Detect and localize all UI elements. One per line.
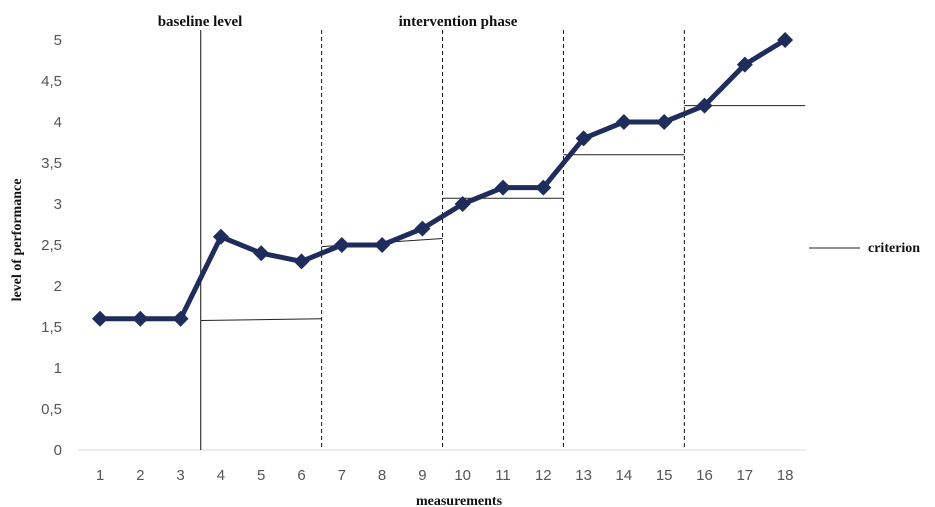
x-tick-label: 15 <box>656 467 673 484</box>
criterion-lines <box>200 105 806 321</box>
y-axis-title: level of performance <box>10 179 25 302</box>
x-tick-label: 7 <box>338 467 346 484</box>
x-axis-title: measurements <box>416 494 503 507</box>
y-tick-label: 4,5 <box>41 73 62 90</box>
data-point <box>333 237 350 253</box>
x-tick-label: 4 <box>217 467 225 484</box>
x-tick-label: 9 <box>418 467 426 484</box>
data-point <box>132 310 149 327</box>
data-point <box>696 97 713 114</box>
data-point <box>212 228 229 245</box>
series-group <box>92 32 794 327</box>
data-point <box>575 130 592 147</box>
data-point <box>495 179 511 196</box>
y-axis-ticks: 0 0,5 1 1,5 2 2,5 3 3,5 4 4,5 5 <box>41 32 62 459</box>
y-tick-label: 1,5 <box>41 319 62 336</box>
y-tick-label: 3,5 <box>41 155 62 172</box>
series-line <box>97 37 788 322</box>
x-tick-label: 8 <box>378 467 386 484</box>
x-tick-label: 5 <box>257 467 265 484</box>
x-tick-label: 6 <box>297 467 305 484</box>
data-point <box>374 237 391 253</box>
phase-label-baseline: baseline level <box>158 14 243 30</box>
data-point <box>535 179 552 196</box>
y-tick-label: 2,5 <box>41 237 62 254</box>
x-tick-label: 3 <box>176 467 184 484</box>
y-tick-label: 3 <box>54 196 62 213</box>
x-tick-label: 2 <box>136 467 144 484</box>
x-tick-label: 11 <box>495 467 511 484</box>
data-point <box>736 56 753 73</box>
data-point <box>454 196 471 212</box>
y-tick-label: 0,5 <box>41 401 62 418</box>
legend-criterion-label: criterion <box>868 241 920 256</box>
y-tick-label: 1 <box>54 360 62 377</box>
y-tick-label: 0 <box>54 442 62 459</box>
data-point <box>615 114 632 130</box>
x-tick-label: 17 <box>736 467 753 484</box>
y-tick-label: 5 <box>54 32 62 49</box>
x-tick-label: 14 <box>616 467 633 484</box>
y-tick-label: 2 <box>54 278 62 295</box>
data-point <box>656 114 673 130</box>
data-point <box>414 220 431 237</box>
y-tick-label: 4 <box>54 114 62 131</box>
x-tick-label: 12 <box>535 467 552 484</box>
x-tick-label: 10 <box>454 467 471 484</box>
criterion-line <box>200 318 322 321</box>
x-tick-label: 13 <box>575 467 592 484</box>
x-axis-ticks: 1 2 3 4 5 6 7 8 9 10 11 12 13 14 15 16 17 18 <box>96 467 794 484</box>
x-tick-label: 16 <box>696 467 713 484</box>
phase-lines <box>200 30 685 450</box>
x-tick-label: 18 <box>777 467 794 484</box>
x-tick-label: 1 <box>96 467 104 484</box>
data-point <box>293 253 310 270</box>
data-point <box>253 245 270 262</box>
data-point <box>172 310 189 327</box>
phase-label-intervention: intervention phase <box>399 14 518 30</box>
data-point <box>777 32 794 48</box>
data-point <box>92 310 108 327</box>
